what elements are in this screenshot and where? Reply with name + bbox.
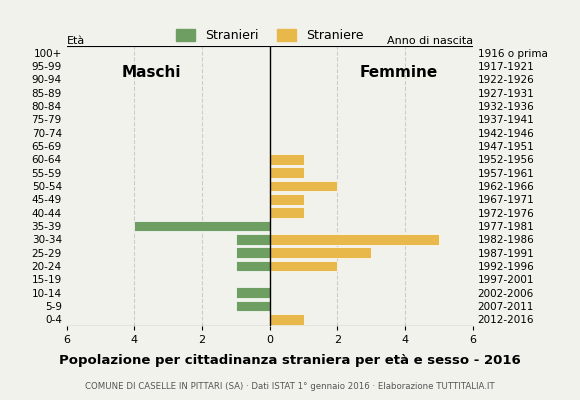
Bar <box>270 181 338 191</box>
Bar <box>236 288 270 298</box>
Bar <box>236 234 270 244</box>
Bar <box>270 168 303 178</box>
Bar <box>135 221 270 231</box>
Bar <box>236 261 270 271</box>
Bar <box>270 154 303 164</box>
Bar <box>270 234 439 244</box>
Text: Età: Età <box>67 36 85 46</box>
Text: Femmine: Femmine <box>359 65 437 80</box>
Text: Popolazione per cittadinanza straniera per età e sesso - 2016: Popolazione per cittadinanza straniera p… <box>59 354 521 367</box>
Bar <box>236 301 270 311</box>
Bar <box>270 261 338 271</box>
Bar <box>270 208 303 218</box>
Bar <box>270 314 303 324</box>
Text: Anno di nascita: Anno di nascita <box>387 36 473 46</box>
Bar <box>236 248 270 258</box>
Text: COMUNE DI CASELLE IN PITTARI (SA) · Dati ISTAT 1° gennaio 2016 · Elaborazione TU: COMUNE DI CASELLE IN PITTARI (SA) · Dati… <box>85 382 495 391</box>
Legend: Stranieri, Straniere: Stranieri, Straniere <box>171 24 368 47</box>
Text: Maschi: Maschi <box>122 65 181 80</box>
Bar <box>270 248 371 258</box>
Bar <box>270 194 303 204</box>
